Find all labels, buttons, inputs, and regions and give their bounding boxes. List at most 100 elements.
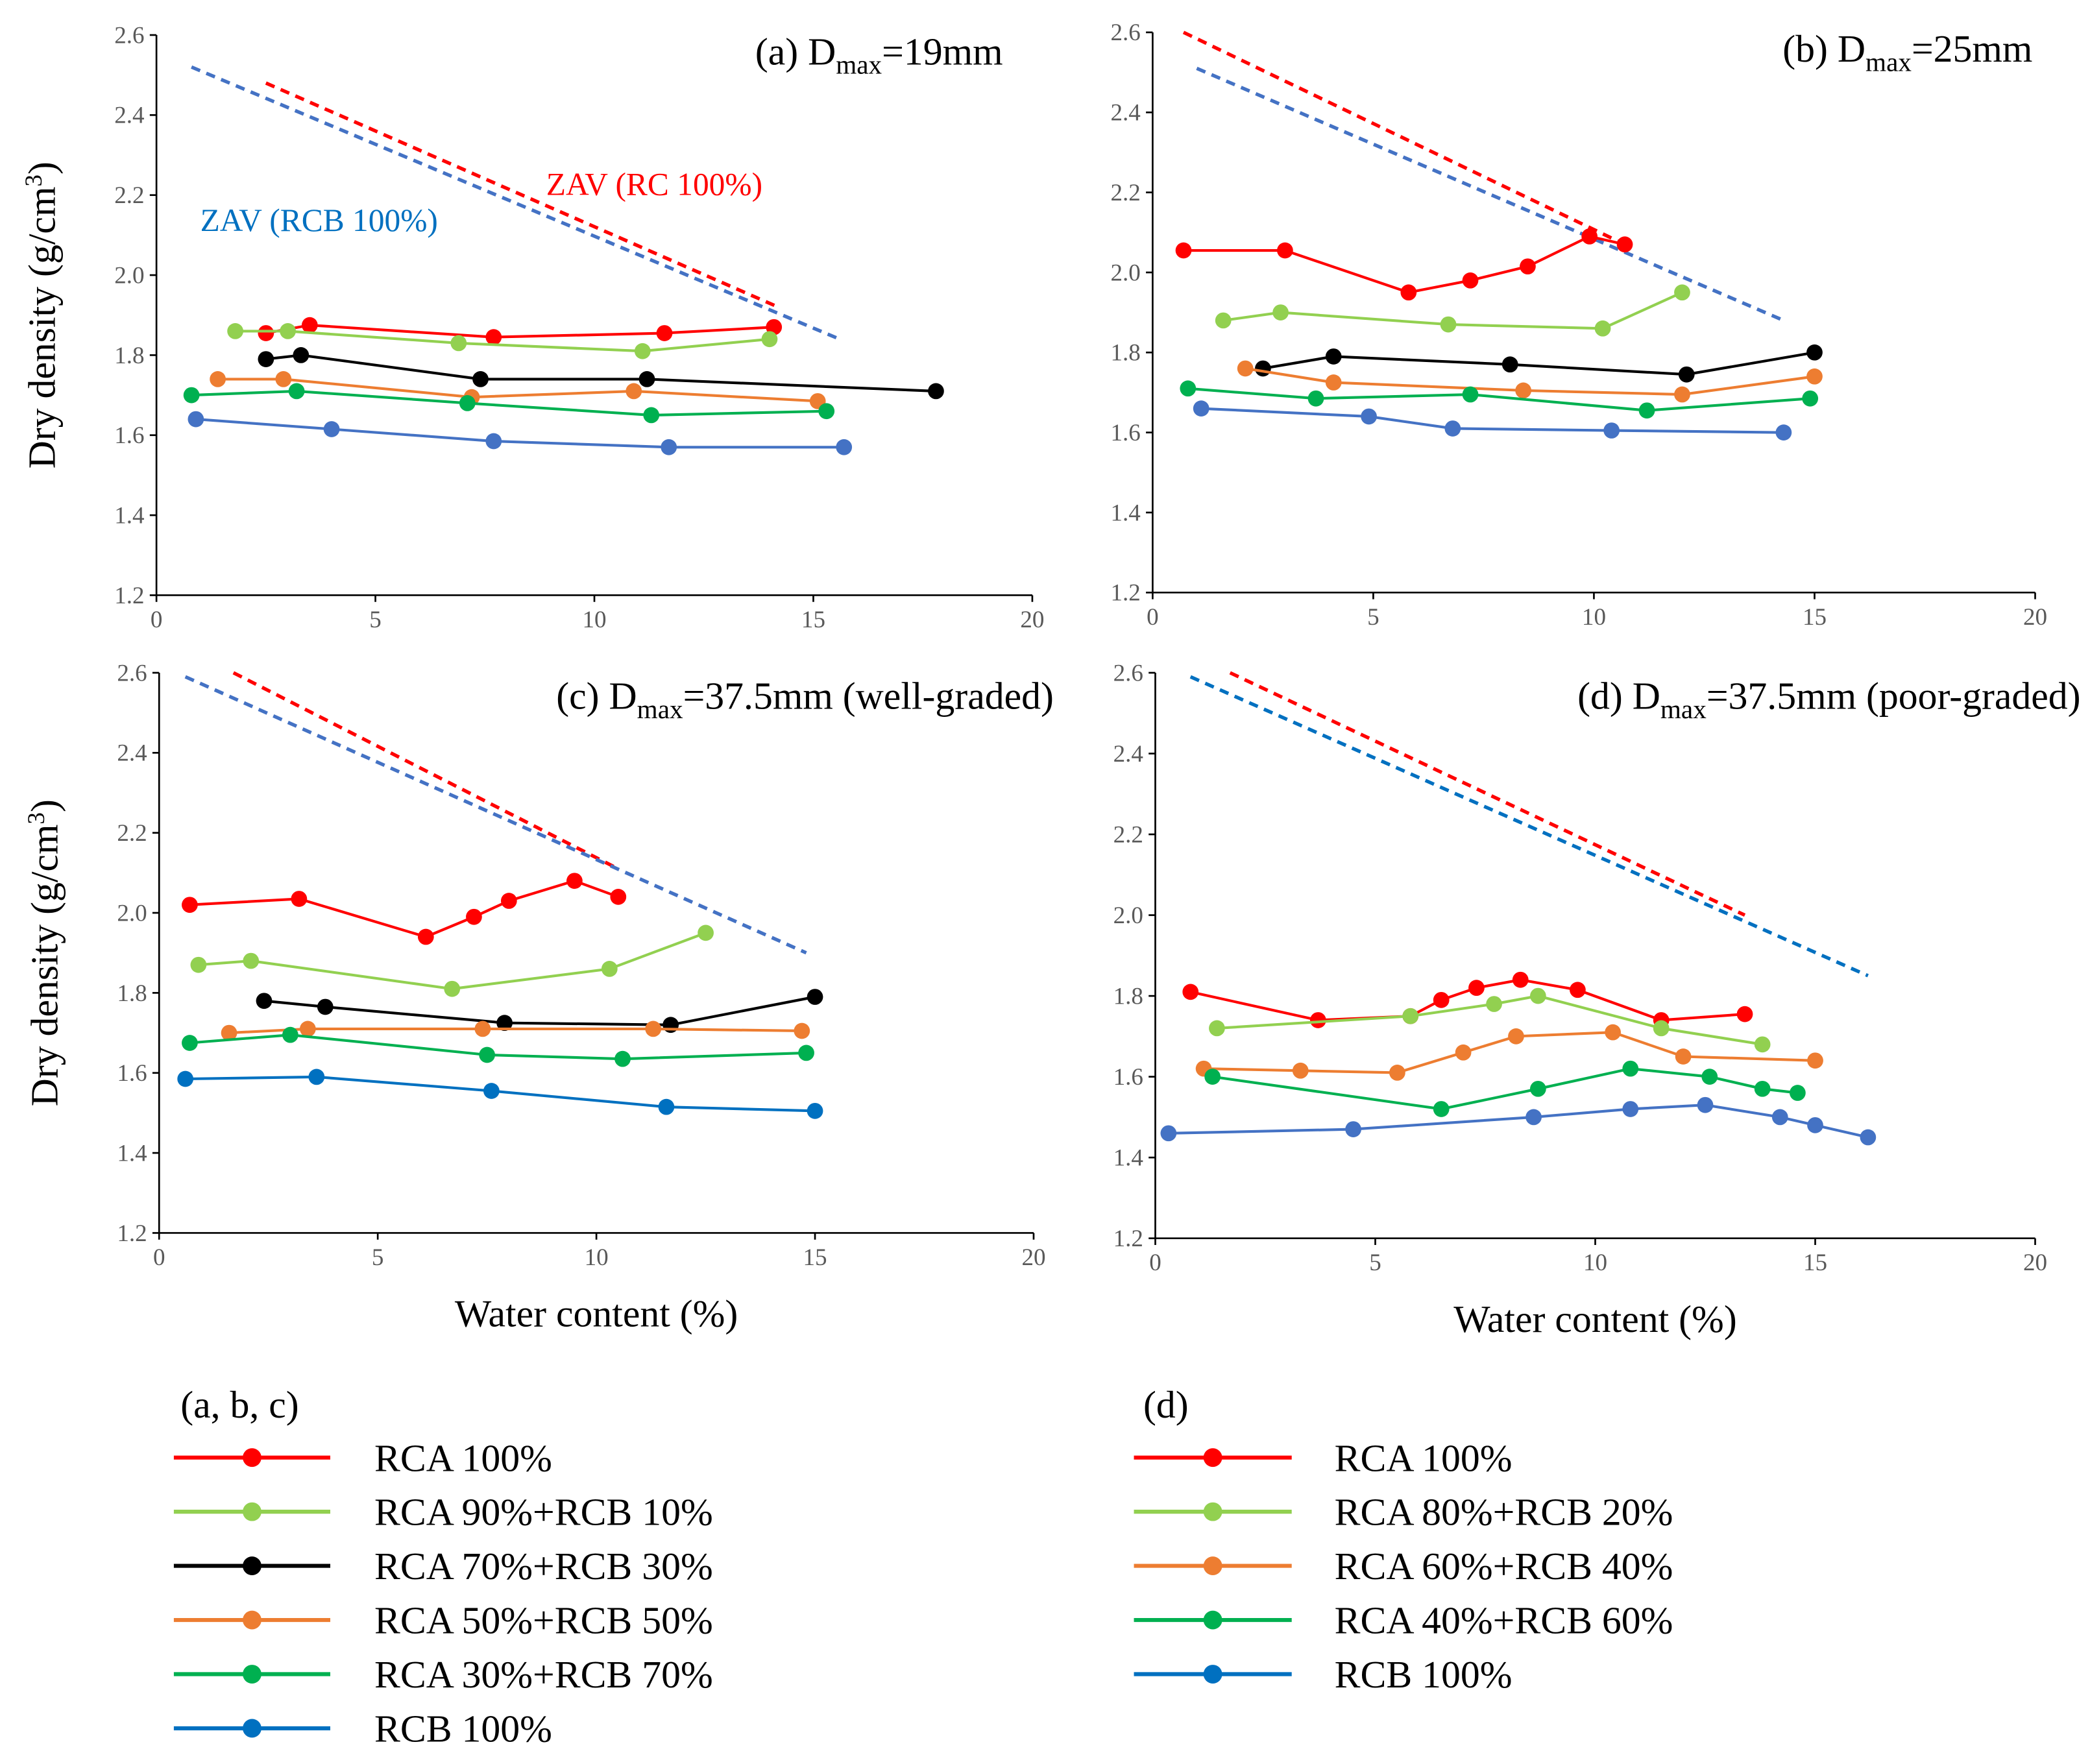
- series-line: [1217, 994, 1763, 1046]
- x-tick-label: 0: [1149, 1250, 1161, 1276]
- x-tick-label: 10: [1582, 604, 1606, 631]
- panel-title: (c) Dmax=37.5mm (well-graded): [556, 675, 1054, 724]
- x-tick-label: 10: [1583, 1250, 1607, 1276]
- series-line: [235, 330, 770, 353]
- data-point: [661, 439, 677, 455]
- data-point: [643, 407, 660, 424]
- data-point: [1515, 382, 1532, 399]
- x-tick-label: 10: [582, 607, 606, 633]
- data-point: [1462, 386, 1479, 403]
- y-tick-label: 1.4: [1110, 500, 1140, 526]
- legend-marker: [1203, 1665, 1222, 1684]
- y-tick-label: 2.2: [1113, 821, 1143, 848]
- series-rca-90-rcb-10-: [1215, 284, 1690, 337]
- panel-b: 0 5 10 15 20 1.2 1.4 1.6 1.8 2.0 2.2 2.4 2.6 (b) Dmax…: [1110, 19, 2047, 631]
- data-point: [794, 1022, 810, 1039]
- legend-label: RCA 50%+RCB 50%: [374, 1599, 713, 1642]
- legend-marker: [1203, 1610, 1222, 1630]
- series-line: [1187, 387, 1810, 412]
- panel-title: (b) Dmax=25mm: [1782, 27, 2032, 77]
- data-point: [761, 331, 778, 348]
- legend-item: RCA 30%+RCB 70%: [173, 1653, 713, 1696]
- x-tick-label: 20: [1020, 607, 1044, 633]
- data-point: [1182, 984, 1199, 1000]
- data-point: [645, 1021, 662, 1037]
- data-point: [1361, 408, 1377, 425]
- data-point: [1462, 272, 1479, 289]
- data-point: [417, 928, 434, 945]
- data-point: [836, 439, 853, 455]
- x-tick-label: 15: [1803, 1250, 1827, 1276]
- series-rca-70-rcb-30-: [258, 347, 944, 400]
- data-point: [1520, 258, 1536, 275]
- data-point: [1512, 971, 1529, 988]
- data-point: [1806, 344, 1823, 361]
- y-tick-label: 1.4: [114, 502, 144, 529]
- series-line: [185, 1075, 816, 1113]
- data-point: [182, 1035, 198, 1051]
- legend-marker: [243, 1719, 261, 1738]
- y-tick-label: 2.6: [114, 22, 144, 49]
- zav-line-rcb: [1196, 66, 1784, 322]
- data-point: [258, 325, 274, 341]
- data-point: [190, 956, 207, 973]
- y-tick-label: 1.6: [114, 422, 144, 449]
- data-point: [466, 908, 482, 925]
- x-tick-label: 15: [803, 1244, 827, 1271]
- series-line: [1168, 1104, 1869, 1139]
- y-tick-label: 2.4: [117, 740, 147, 767]
- data-point: [459, 395, 476, 411]
- data-point: [1807, 1117, 1823, 1133]
- series-rca-100-: [1182, 971, 1753, 1028]
- zav-line-rc: [1229, 671, 1746, 917]
- data-point: [1508, 1028, 1524, 1045]
- legend-item: RCA 80%+RCB 20%: [1134, 1491, 1673, 1534]
- series-rca-30-rcb-70-: [182, 1026, 814, 1067]
- series-rca-70-rcb-30-: [256, 989, 823, 1033]
- data-point: [1433, 991, 1450, 1008]
- series-rca-50-rcb-50-: [1237, 360, 1823, 403]
- data-point: [1215, 312, 1232, 329]
- y-tick-label: 2.0: [1110, 260, 1140, 286]
- legend-item: RCA 60%+RCB 40%: [1134, 1545, 1673, 1588]
- data-point: [1175, 242, 1192, 259]
- y-tick-label: 1.6: [117, 1060, 147, 1087]
- y-tick-label: 1.2: [1113, 1226, 1143, 1252]
- data-point: [1775, 424, 1792, 441]
- zav-annotation: ZAV (RCB 100%): [200, 202, 438, 238]
- zav-line-rcb: [1189, 675, 1869, 978]
- legend-marker: [243, 1556, 261, 1576]
- series-line: [189, 879, 619, 939]
- x-tick-label: 5: [1367, 604, 1379, 631]
- data-point: [301, 317, 318, 333]
- legend-abc: (a, b, c) RCA 100% RCA 90%+RCB 10% RCA 70%+…: [173, 1383, 713, 1750]
- x-tick-label: 20: [1021, 1244, 1045, 1271]
- series-rcb-100-: [188, 411, 853, 455]
- data-point: [1255, 360, 1271, 377]
- data-point: [1697, 1096, 1714, 1113]
- y-tick-label: 1.6: [1110, 420, 1140, 446]
- y-tick-label: 1.8: [1110, 340, 1140, 367]
- data-point: [1402, 1008, 1419, 1024]
- data-point: [1277, 242, 1293, 259]
- series-line: [263, 995, 816, 1026]
- legend-marker: [243, 1665, 261, 1684]
- data-point: [227, 323, 243, 339]
- legend-item: RCA 90%+RCB 10%: [173, 1491, 713, 1534]
- y-tick-label: 2.0: [114, 262, 144, 289]
- data-point: [1444, 420, 1461, 437]
- x-tick-label: 5: [1369, 1250, 1381, 1276]
- data-point: [1701, 1069, 1718, 1085]
- legend-item: RCB 100%: [1134, 1653, 1513, 1696]
- y-tick-label: 2.2: [117, 820, 147, 847]
- data-point: [928, 383, 944, 400]
- data-point: [634, 343, 651, 359]
- x-axis-label: Water content (%): [1453, 1298, 1736, 1340]
- legend-item: RCB 100%: [173, 1708, 552, 1750]
- series-line: [1263, 351, 1815, 376]
- data-point: [444, 980, 461, 997]
- data-point: [1272, 304, 1289, 320]
- data-point: [258, 351, 274, 367]
- series-rca-90-rcb-10-: [227, 323, 778, 359]
